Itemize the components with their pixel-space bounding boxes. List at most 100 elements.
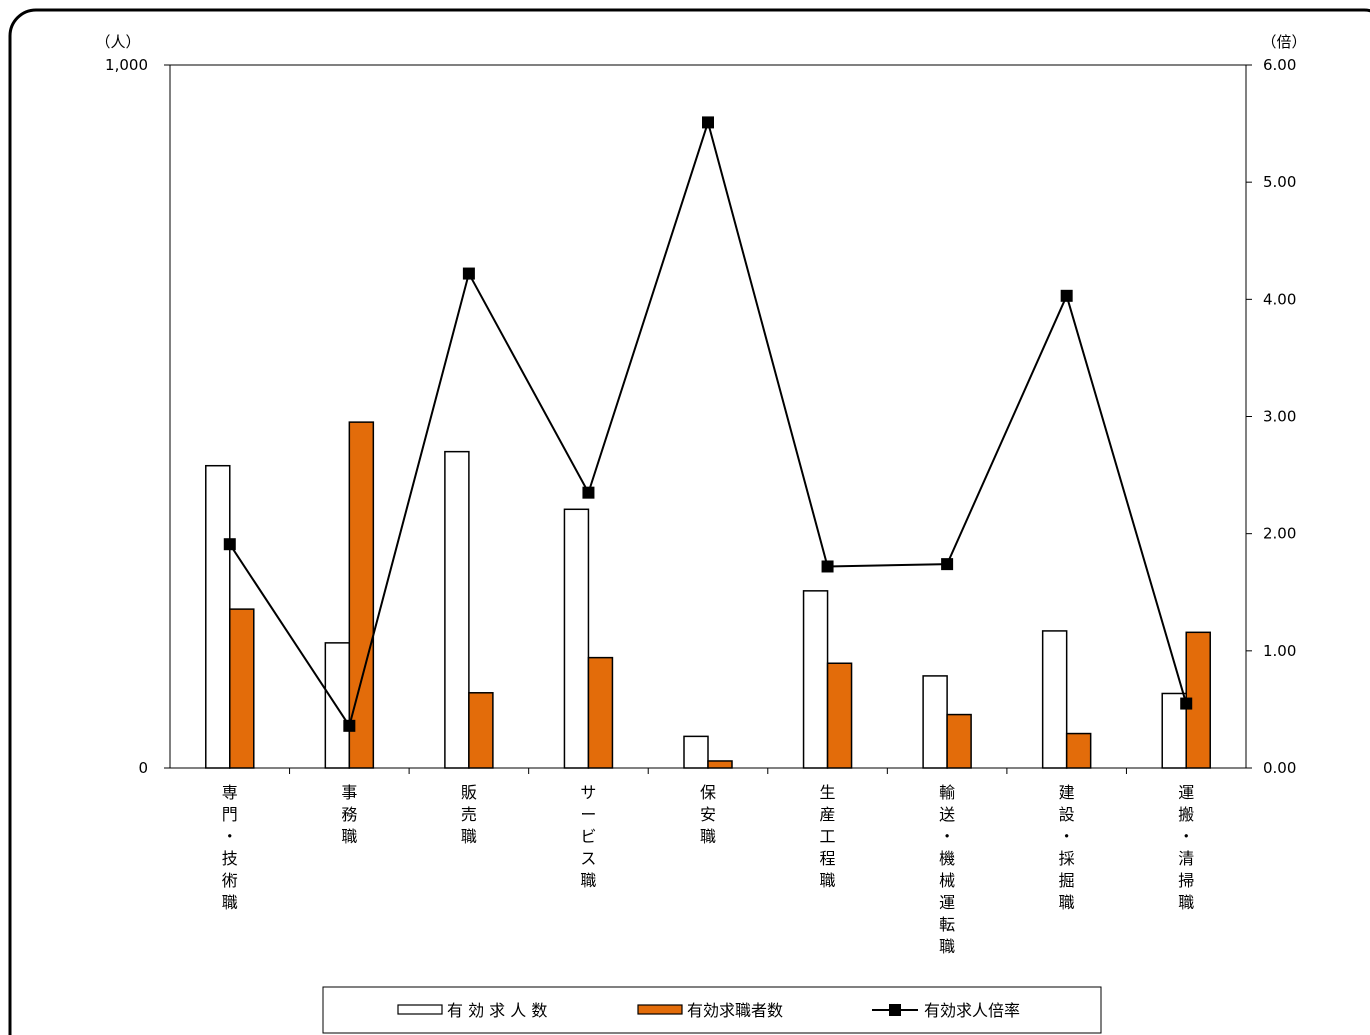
- bar-job-openings: [802, 590, 829, 769]
- category-label-char: 機: [939, 849, 955, 868]
- category-label-char: 設: [1059, 805, 1075, 824]
- legend-box: [322, 986, 1102, 1034]
- category-label-char: 職: [1059, 893, 1075, 912]
- left-tick-label: 0: [138, 759, 148, 777]
- category-label-char: 清: [1178, 849, 1194, 868]
- bar-job-openings: [1041, 630, 1068, 769]
- category-label-char: 保: [700, 783, 716, 802]
- left-axis-unit: （人）: [95, 33, 140, 51]
- bar-job-openings: [324, 642, 351, 769]
- ratio-point: [223, 538, 236, 551]
- ratio-line: [223, 116, 1193, 732]
- category-label: 保安職: [700, 783, 716, 846]
- ratio-point: [821, 560, 834, 573]
- category-label-char: 職: [820, 871, 836, 890]
- bar-job-seekers: [826, 662, 853, 769]
- category-label-char: 職: [341, 827, 357, 846]
- right-tick-label: 0.00: [1263, 759, 1296, 777]
- category-label-char: ・: [1178, 827, 1194, 846]
- right-axis-unit: （倍）: [1261, 33, 1306, 51]
- category-label-char: 程: [820, 849, 836, 868]
- left-axis-ticks: 1,000 0: [105, 56, 170, 777]
- bar-job-seekers: [468, 692, 494, 769]
- category-label: 運搬・清掃職: [1178, 783, 1194, 912]
- category-label-char: 売: [461, 805, 477, 824]
- right-tick-label: 5.00: [1263, 173, 1296, 191]
- category-label-char: 掘: [1059, 871, 1075, 890]
- category-label-char: 運: [1178, 783, 1194, 802]
- right-tick-label: 3.00: [1263, 408, 1296, 426]
- category-label-char: 械: [939, 871, 955, 890]
- legend-label-ratio: 有効求人倍率: [924, 1001, 1020, 1020]
- bar-job-openings: [444, 450, 470, 769]
- right-tick-label: 2.00: [1263, 525, 1296, 543]
- category-label-char: ビ: [580, 827, 596, 846]
- category-label-char: ・: [1059, 827, 1075, 846]
- category-label-char: 転: [939, 915, 955, 934]
- ratio-point: [941, 558, 954, 571]
- category-label-char: 搬: [1178, 805, 1194, 824]
- legend-label-job-seekers: 有効求職者数: [687, 1001, 783, 1020]
- category-label-char: 販: [461, 783, 477, 802]
- right-tick-label: 4.00: [1263, 290, 1296, 308]
- category-label-char: 工: [820, 827, 836, 846]
- bar-job-openings: [563, 508, 590, 769]
- bar-job-openings: [922, 675, 948, 769]
- ratio-point: [343, 719, 356, 732]
- category-label: 事務職: [341, 783, 357, 846]
- category-label-char: 職: [1178, 893, 1194, 912]
- category-label-char: ス: [580, 849, 596, 868]
- left-tick-label: 1,000: [105, 56, 148, 74]
- bar-job-seekers: [707, 760, 733, 769]
- legend: 有 効 求 人 数 有効求職者数 有効求人倍率: [322, 986, 1102, 1034]
- category-label-char: 務: [341, 805, 357, 824]
- chart-frame: [8, 8, 1370, 1035]
- category-label-char: 職: [700, 827, 716, 846]
- category-label-char: 掃: [1178, 871, 1194, 890]
- category-label-char: ・: [222, 827, 238, 846]
- category-label-char: 事: [341, 783, 357, 802]
- category-label-char: 専: [222, 783, 238, 802]
- right-tick-label: 6.00: [1263, 56, 1296, 74]
- category-label-char: 安: [700, 805, 716, 824]
- category-label-char: 職: [939, 937, 955, 956]
- right-tick-label: 1.00: [1263, 642, 1296, 660]
- category-label-char: サ: [580, 783, 596, 802]
- right-axis-ticks: 6.00 5.00 4.00 3.00 2.00 1.00 0.00: [1246, 56, 1296, 777]
- category-label: 建設・採掘職: [1059, 783, 1075, 912]
- category-label-char: 運: [939, 893, 955, 912]
- ratio-point: [582, 486, 595, 499]
- ratio-point: [1060, 289, 1073, 302]
- category-label: 販売職: [461, 783, 477, 846]
- bar-job-seekers: [1065, 732, 1092, 769]
- bar-job-openings: [683, 735, 709, 769]
- category-label: 専門・技術職: [222, 783, 238, 912]
- category-label-char: ー: [580, 805, 596, 824]
- category-label-char: 建: [1059, 783, 1075, 802]
- legend-marker-ratio: [889, 1004, 901, 1016]
- category-labels: 専門・技術職事務職販売職サービス職保安職生産工程職輸送・機械運転職建設・採掘職運…: [222, 783, 1194, 956]
- category-label-char: 職: [222, 893, 238, 912]
- category-label-char: 技: [222, 849, 238, 868]
- ratio-point: [462, 267, 475, 280]
- category-label-char: 術: [222, 871, 238, 890]
- legend-swatch-job-seekers: [637, 1004, 683, 1015]
- category-label-char: 生: [820, 783, 836, 802]
- category-label-char: 輸: [939, 783, 955, 802]
- legend-swatch-job-openings: [397, 1004, 443, 1015]
- ratio-point: [702, 116, 714, 129]
- category-label-char: 職: [580, 871, 596, 890]
- ratio-point: [1180, 697, 1193, 710]
- category-label-char: 送: [939, 805, 955, 824]
- category-label-char: 産: [820, 805, 836, 824]
- bar-job-seekers: [587, 656, 614, 769]
- category-label-char: 門: [222, 805, 238, 824]
- bar-job-seekers: [229, 608, 255, 769]
- category-label-char: 採: [1059, 849, 1075, 868]
- bar-job-seekers: [946, 713, 972, 769]
- category-label-char: ・: [939, 827, 955, 846]
